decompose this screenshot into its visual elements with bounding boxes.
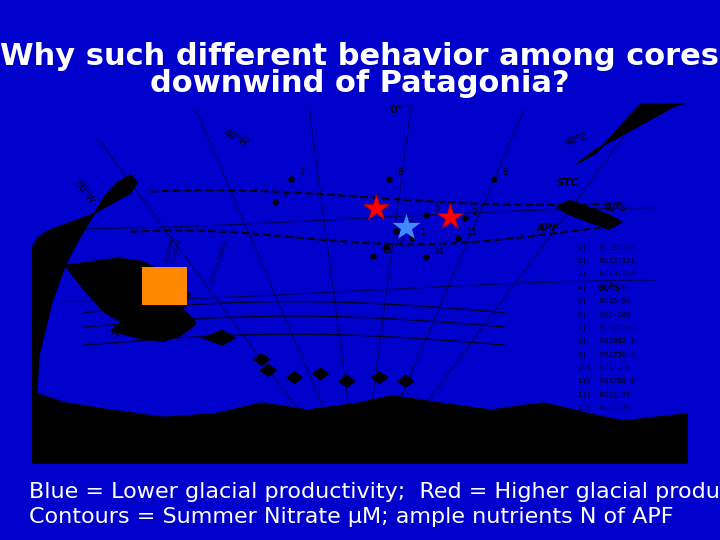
Polygon shape <box>287 372 302 383</box>
Text: -10: -10 <box>111 306 125 322</box>
Text: 3: 3 <box>433 204 438 213</box>
Polygon shape <box>339 375 355 387</box>
Text: 10)  RC11-78: 10) RC11-78 <box>577 364 630 371</box>
Polygon shape <box>32 392 688 464</box>
Text: -1.0: -1.0 <box>110 289 125 308</box>
Text: Blue = Lower glacial productivity;  Red = Higher glacial productivity: Blue = Lower glacial productivity; Red =… <box>29 482 720 503</box>
Bar <box>143 267 187 305</box>
Polygon shape <box>557 200 622 229</box>
Polygon shape <box>312 368 328 380</box>
Text: 12)  RC11-77: 12) RC11-77 <box>577 392 630 398</box>
Text: 0°: 0° <box>390 105 402 116</box>
Polygon shape <box>203 330 235 345</box>
Text: downwind of Patagonia?: downwind of Patagonia? <box>150 69 570 98</box>
Text: 8)   PS2082-1: 8) PS2082-1 <box>577 338 634 345</box>
Text: 6)   V22-108: 6) V22-108 <box>577 311 630 318</box>
Text: 6: 6 <box>397 168 402 177</box>
Polygon shape <box>254 354 269 365</box>
Text: 10: 10 <box>404 220 415 230</box>
Polygon shape <box>261 364 276 376</box>
Polygon shape <box>65 258 189 327</box>
Text: 11)  PS1768 8: 11) PS1768 8 <box>577 378 634 384</box>
Text: 2: 2 <box>473 208 478 217</box>
Text: 8: 8 <box>502 168 508 177</box>
Text: 11: 11 <box>466 228 477 237</box>
Text: 4)   RC15-93: 4) RC15-93 <box>577 284 630 291</box>
Text: STC: STC <box>557 178 579 188</box>
Text: 14: 14 <box>433 247 444 256</box>
Text: SCOTIA RIDGE: SCOTIA RIDGE <box>210 240 228 285</box>
Text: APF: APF <box>537 223 559 233</box>
Text: 40°E: 40°E <box>564 131 589 148</box>
Text: 12: 12 <box>394 237 405 246</box>
Text: 13: 13 <box>381 246 392 255</box>
Text: 40°W: 40°W <box>221 127 250 148</box>
Text: 1: 1 <box>420 228 426 237</box>
Text: 14)  PS1772-8: 14) PS1772-8 <box>577 418 634 424</box>
Polygon shape <box>398 375 414 387</box>
Text: 40°S: 40°S <box>604 203 627 213</box>
Text: Contours = Summer Nitrate μM; ample nutrients N of APF: Contours = Summer Nitrate μM; ample nutr… <box>29 507 673 527</box>
Text: 7: 7 <box>299 168 305 177</box>
Text: 13)  RC11-76: 13) RC11-76 <box>577 405 630 411</box>
Polygon shape <box>372 372 387 383</box>
Text: FALKLAND
PLATEAU: FALKLAND PLATEAU <box>165 235 181 265</box>
Text: 5)   RC15-94: 5) RC15-94 <box>577 298 630 304</box>
Polygon shape <box>111 305 196 341</box>
Text: 7)   RC12-267: 7) RC12-267 <box>577 325 634 331</box>
Text: Why such different behavior among cores: Why such different behavior among cores <box>1 42 719 71</box>
Text: 60°S: 60°S <box>598 283 621 293</box>
Text: 80°W: 80°W <box>73 178 96 206</box>
Text: -20: -20 <box>111 325 124 340</box>
Text: 3)   RC13-254: 3) RC13-254 <box>577 271 634 278</box>
Polygon shape <box>576 103 688 164</box>
Text: 5: 5 <box>283 192 288 200</box>
Polygon shape <box>32 175 138 464</box>
Text: 9)   PS1756-5: 9) PS1756-5 <box>577 351 634 357</box>
Text: 2)   RC13-271: 2) RC13-271 <box>577 258 634 264</box>
Text: 1)   RC13-259: 1) RC13-259 <box>577 244 634 251</box>
